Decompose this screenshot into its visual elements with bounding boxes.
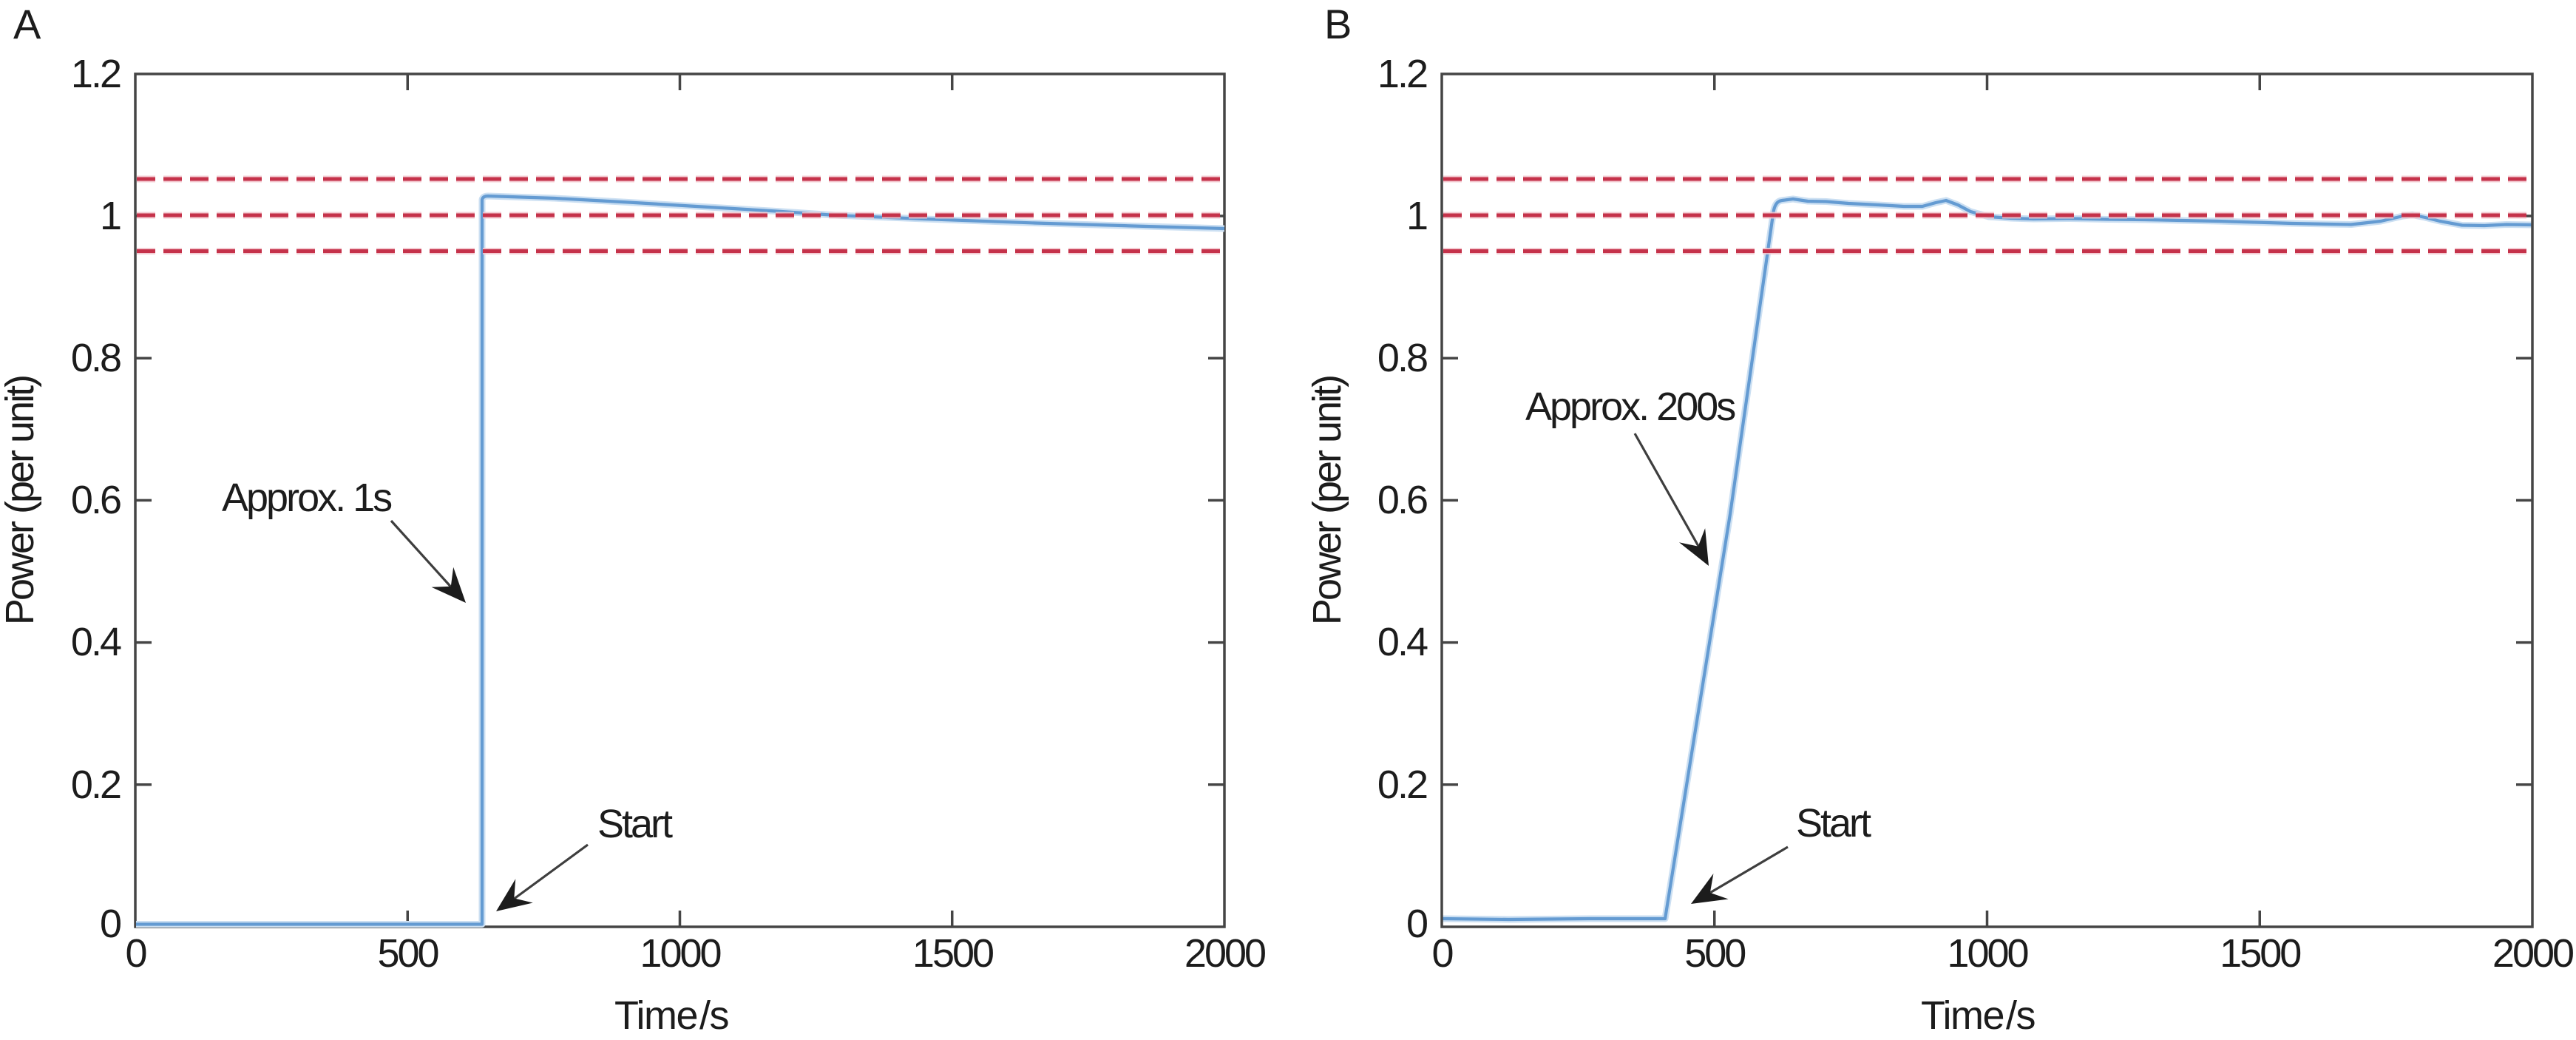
svg-text:A: A [13, 1, 41, 47]
svg-text:Power (per unit): Power (per unit) [1305, 377, 1349, 625]
svg-text:1.2: 1.2 [71, 52, 121, 96]
svg-text:1: 1 [100, 194, 121, 238]
svg-text:B: B [1324, 1, 1350, 47]
svg-text:1.2: 1.2 [1377, 52, 1427, 96]
svg-text:0.4: 0.4 [1377, 620, 1428, 664]
svg-text:Start: Start [597, 802, 673, 846]
svg-text:0.8: 0.8 [71, 336, 121, 380]
svg-text:Start: Start [1796, 801, 1871, 845]
svg-text:0.2: 0.2 [71, 763, 121, 807]
svg-text:Time /s: Time /s [1921, 993, 2036, 1038]
svg-text:500: 500 [1684, 931, 1745, 976]
svg-text:1500: 1500 [912, 931, 993, 976]
svg-text:2000: 2000 [2492, 931, 2573, 976]
svg-text:1000: 1000 [1947, 931, 2027, 976]
svg-text:0.4: 0.4 [71, 620, 121, 664]
svg-text:500: 500 [377, 931, 438, 976]
svg-text:0.6: 0.6 [1377, 478, 1427, 522]
svg-text:0: 0 [125, 931, 146, 976]
svg-text:1000: 1000 [640, 931, 720, 976]
svg-text:Approx. 1s: Approx. 1s [222, 476, 392, 520]
svg-text:0: 0 [1431, 931, 1452, 976]
svg-text:1: 1 [1406, 194, 1427, 238]
svg-text:0: 0 [1406, 902, 1427, 946]
svg-text:0: 0 [100, 902, 121, 946]
svg-text:0.6: 0.6 [71, 478, 121, 522]
svg-text:0.8: 0.8 [1377, 336, 1427, 380]
svg-text:Power (per unit): Power (per unit) [0, 377, 42, 625]
svg-text:2000: 2000 [1184, 931, 1265, 976]
svg-text:Approx. 200s: Approx. 200s [1525, 385, 1735, 429]
svg-text:0.2: 0.2 [1377, 763, 1427, 807]
svg-text:1500: 1500 [2220, 931, 2300, 976]
svg-text:Time /s: Time /s [614, 993, 729, 1038]
